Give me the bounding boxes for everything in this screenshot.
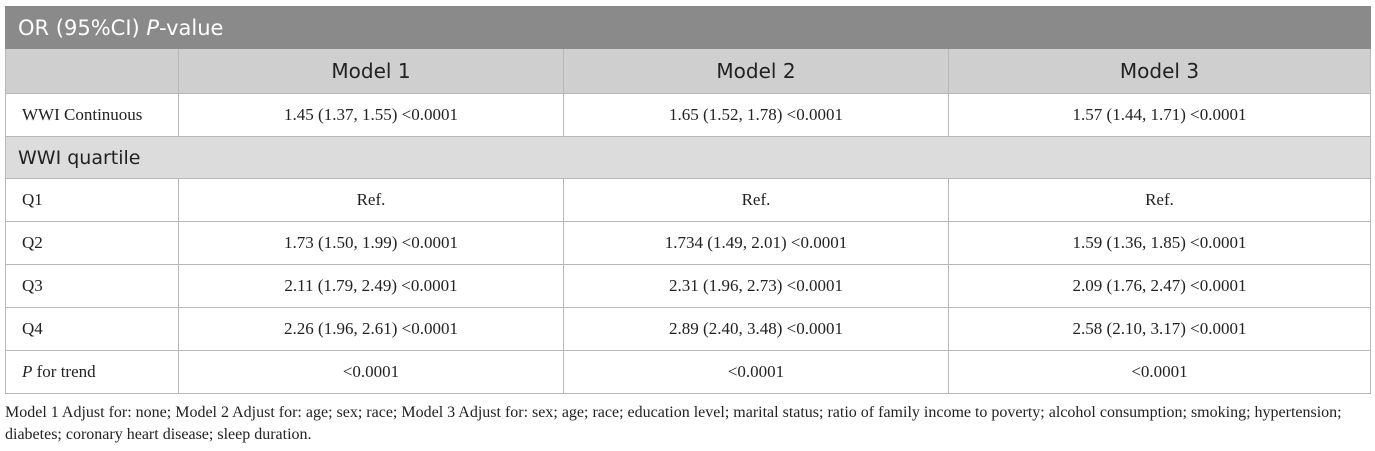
table-title-row: OR (95%CI) P-value	[5, 6, 1371, 49]
results-table-container: OR (95%CI) P-value Model 1 Model 2 Model…	[5, 6, 1371, 394]
column-header-empty	[5, 48, 179, 94]
table-cell: 2.11 (1.79, 2.49) <0.0001	[178, 264, 564, 308]
row-label: Q2	[5, 221, 179, 265]
table-cell: <0.0001	[563, 350, 949, 394]
column-header-model-2: Model 2	[563, 48, 949, 94]
column-header-model-1: Model 1	[178, 48, 564, 94]
table-row: WWI Continuous 1.45 (1.37, 1.55) <0.0001…	[5, 93, 1371, 137]
table-row: Q4 2.26 (1.96, 2.61) <0.0001 2.89 (2.40,…	[5, 307, 1371, 351]
column-header-row: Model 1 Model 2 Model 3	[5, 48, 1371, 94]
table-cell: Ref.	[178, 178, 564, 222]
table-cell: 1.65 (1.52, 1.78) <0.0001	[563, 93, 949, 137]
table-cell: Ref.	[948, 178, 1371, 222]
table-cell: 1.57 (1.44, 1.71) <0.0001	[948, 93, 1371, 137]
table-cell: 1.734 (1.49, 2.01) <0.0001	[563, 221, 949, 265]
table-row: Q3 2.11 (1.79, 2.49) <0.0001 2.31 (1.96,…	[5, 264, 1371, 308]
results-table: OR (95%CI) P-value Model 1 Model 2 Model…	[5, 6, 1371, 394]
section-header-row: WWI quartile	[5, 136, 1371, 179]
row-label: Q3	[5, 264, 179, 308]
table-cell: <0.0001	[948, 350, 1371, 394]
table-cell: 2.31 (1.96, 2.73) <0.0001	[563, 264, 949, 308]
row-label: P for trend	[5, 350, 179, 394]
row-label: Q4	[5, 307, 179, 351]
table-title: OR (95%CI) P-value	[5, 6, 1371, 49]
table-cell: 2.58 (2.10, 3.17) <0.0001	[948, 307, 1371, 351]
table-row: P for trend <0.0001 <0.0001 <0.0001	[5, 350, 1371, 394]
table-cell: 2.26 (1.96, 2.61) <0.0001	[178, 307, 564, 351]
table-cell: 1.59 (1.36, 1.85) <0.0001	[948, 221, 1371, 265]
table-row: Q1 Ref. Ref. Ref.	[5, 178, 1371, 222]
table-cell: 2.09 (1.76, 2.47) <0.0001	[948, 264, 1371, 308]
row-label: Q1	[5, 178, 179, 222]
table-footnote: Model 1 Adjust for: none; Model 2 Adjust…	[5, 404, 1342, 443]
table-cell: 1.45 (1.37, 1.55) <0.0001	[178, 93, 564, 137]
table-cell: 2.89 (2.40, 3.48) <0.0001	[563, 307, 949, 351]
column-header-model-3: Model 3	[948, 48, 1371, 94]
row-label: WWI Continuous	[5, 93, 179, 137]
table-cell: Ref.	[563, 178, 949, 222]
section-label: WWI quartile	[5, 136, 1371, 179]
table-row: Q2 1.73 (1.50, 1.99) <0.0001 1.734 (1.49…	[5, 221, 1371, 265]
table-cell: 1.73 (1.50, 1.99) <0.0001	[178, 221, 564, 265]
table-cell: <0.0001	[178, 350, 564, 394]
